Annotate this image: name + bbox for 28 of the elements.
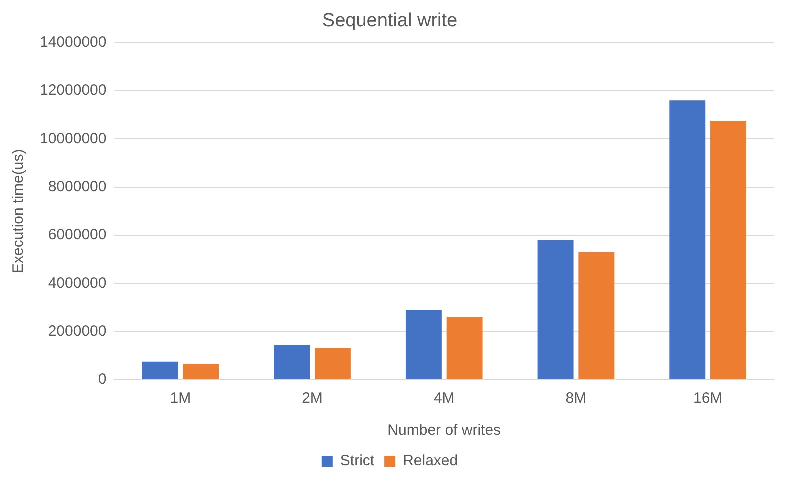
bar: [710, 121, 746, 380]
y-tick-label: 2000000: [48, 322, 107, 340]
x-axis-title: Number of writes: [388, 422, 502, 440]
bar: [406, 310, 442, 380]
x-tick-label: 8M: [566, 390, 587, 408]
bar: [578, 252, 615, 380]
bar: [314, 348, 351, 380]
x-tick-label: 4M: [434, 390, 455, 408]
y-tick-label: 4000000: [48, 274, 107, 292]
chart-title: Sequential write: [322, 10, 458, 32]
y-tick-label: 0: [98, 371, 107, 388]
bar: [274, 345, 310, 380]
x-tick-label: 1M: [170, 390, 192, 408]
bar: [142, 362, 178, 380]
y-axis-title: Execution time(us): [10, 149, 28, 274]
y-tick-label: 14000000: [40, 34, 107, 51]
x-tick-label: 2M: [302, 390, 323, 408]
x-tick-label: 16M: [693, 390, 723, 408]
legend-label: Strict: [340, 452, 376, 470]
bar: [183, 364, 220, 380]
y-tick-label: 8000000: [48, 178, 107, 196]
bar: [670, 100, 706, 380]
y-tick-label: 10000000: [40, 130, 107, 148]
bar: [538, 240, 574, 380]
legend-label: Relaxed: [403, 452, 458, 470]
y-tick-label: 12000000: [40, 82, 107, 100]
bar: [446, 317, 483, 380]
y-tick-label: 6000000: [48, 226, 107, 244]
